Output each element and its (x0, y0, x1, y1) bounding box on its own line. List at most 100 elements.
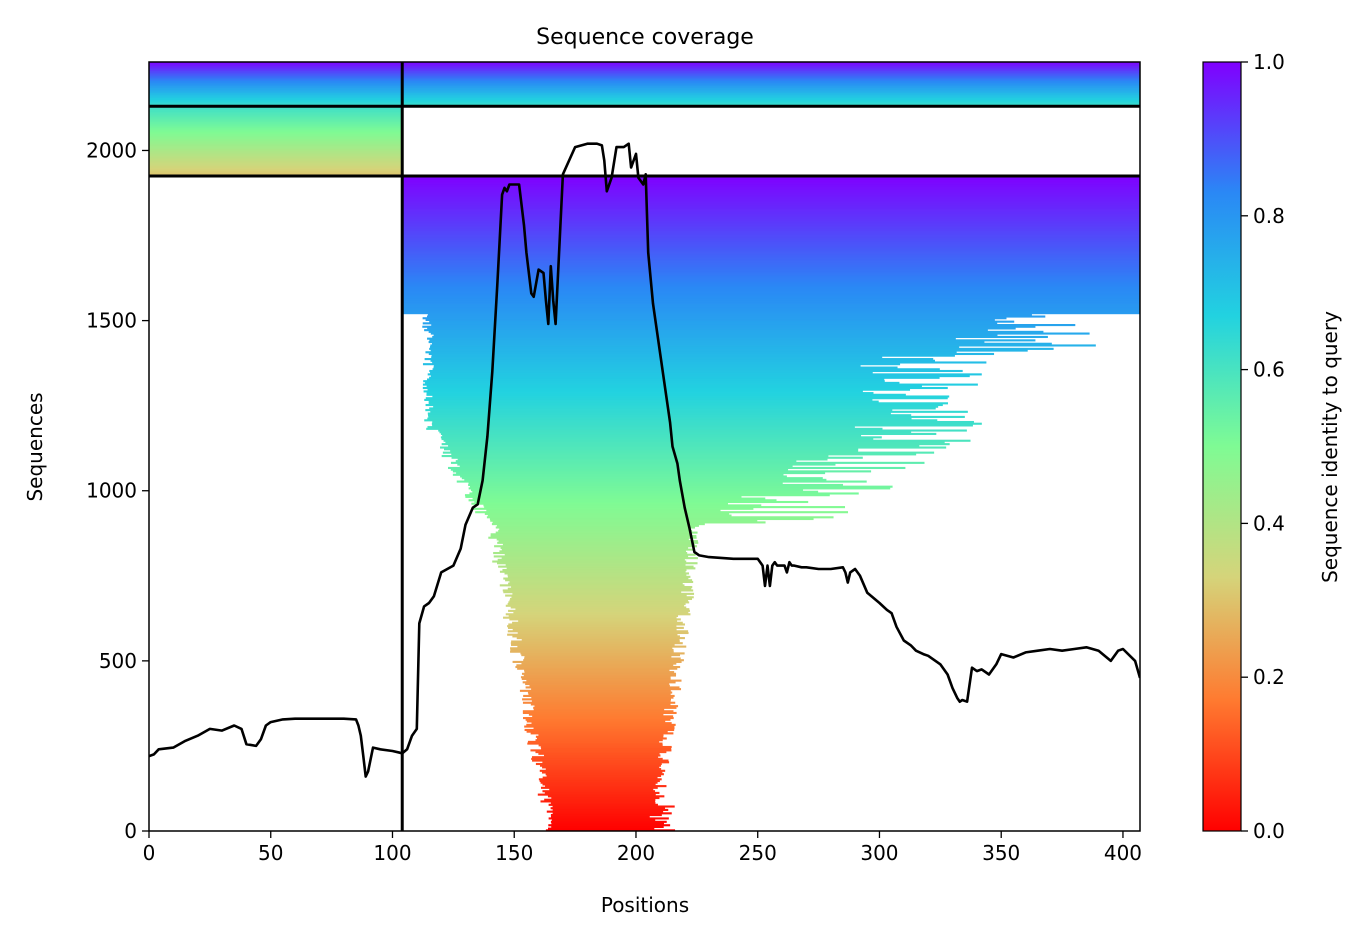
coverage-row (149, 116, 403, 119)
coverage-row (402, 233, 1140, 236)
colorbar-label: Sequence identity to query (1318, 311, 1342, 583)
coverage-row (149, 109, 403, 112)
coverage-row (402, 221, 1140, 225)
coverage-row (402, 257, 1140, 260)
coverage-row (545, 773, 664, 776)
coverage-row (402, 303, 1140, 306)
coverage-row (149, 155, 403, 158)
coverage-row (483, 504, 762, 507)
coverage-row (494, 545, 697, 548)
coverage-row (149, 133, 403, 136)
coverage-row (550, 807, 666, 810)
coverage-row (443, 448, 859, 451)
coverage-row (442, 434, 862, 437)
coverage-row (513, 611, 689, 614)
coverage-row (149, 170, 403, 173)
coverage-row (428, 352, 995, 356)
coverage-row (505, 604, 685, 607)
coverage-row (506, 567, 696, 570)
coverage-row (428, 402, 949, 405)
coverage-row (523, 694, 675, 697)
colorbar-tick-label: 1.0 (1253, 50, 1285, 74)
coverage-row (402, 276, 1140, 279)
coverage-row (402, 187, 1140, 190)
coverage-row (549, 788, 654, 791)
coverage-row (518, 620, 678, 623)
coverage-row (503, 591, 682, 594)
coverage-row (521, 672, 677, 675)
coverage-row (430, 359, 935, 362)
coverage-row (149, 123, 403, 126)
coverage-row (502, 568, 687, 572)
coverage-row (452, 473, 784, 476)
coverage-row (490, 534, 697, 538)
coverage-row (402, 262, 1140, 265)
coverage-row (426, 427, 883, 430)
coverage-row (541, 771, 663, 774)
coverage-row (422, 383, 978, 386)
coverage-row (464, 478, 827, 481)
coverage-row (431, 422, 982, 425)
coverage-row (402, 306, 1140, 310)
coverage-row (516, 637, 685, 640)
coverage-row (149, 107, 403, 111)
coverage-row (529, 684, 670, 687)
coverage-row (507, 587, 692, 590)
coverage-row (507, 574, 687, 577)
coverage-row (550, 820, 667, 823)
coverage-row (511, 640, 680, 643)
coverage-row (523, 659, 684, 662)
coverage-row (433, 334, 998, 337)
x-axis-label: Positions (601, 893, 689, 917)
coverage-row (535, 739, 663, 742)
coverage-row (472, 497, 766, 500)
coverage-row (432, 335, 1048, 339)
y-tick-label: 500 (99, 649, 137, 673)
coverage-row (470, 489, 804, 492)
coverage-row (402, 288, 1140, 291)
coverage-row (429, 320, 1015, 323)
coverage-row (423, 390, 863, 393)
y-axis-label: Sequences (23, 392, 47, 501)
coverage-row (538, 778, 662, 781)
coverage-row (508, 609, 690, 612)
coverage-row (428, 400, 879, 403)
coverage-row (546, 810, 664, 813)
coverage-row (441, 443, 950, 446)
coverage-row (402, 182, 1140, 185)
coverage-row (433, 364, 861, 367)
coverage-row (149, 68, 1140, 71)
coverage-row (502, 543, 695, 546)
coverage-row (469, 492, 859, 495)
coverage-row (501, 548, 695, 551)
coverage-row (402, 301, 1140, 304)
coverage-row (510, 647, 673, 650)
coverage-row (551, 825, 664, 828)
coverage-row (503, 616, 677, 619)
coverage-row (507, 633, 678, 636)
coverage-row (541, 747, 672, 750)
coverage-row (471, 502, 728, 505)
coverage-row (402, 286, 1140, 289)
coverage-row (402, 194, 1140, 197)
coverage-row (439, 431, 912, 434)
coverage-row (425, 381, 900, 384)
coverage-row (526, 720, 666, 723)
coverage-row (402, 201, 1140, 204)
coverage-row (402, 291, 1140, 294)
coverage-row (440, 436, 882, 439)
coverage-row (542, 766, 660, 769)
coverage-row (540, 800, 656, 803)
coverage-row (149, 119, 403, 122)
coverage-row (402, 293, 1140, 296)
coverage-row (508, 614, 679, 618)
coverage-row (510, 650, 674, 653)
coverage-row (542, 790, 656, 793)
coverage-row (510, 642, 683, 645)
coverage-row (402, 284, 1140, 287)
coverage-row (149, 145, 403, 148)
coverage-row (456, 480, 867, 483)
coverage-row (431, 356, 883, 359)
coverage-row (424, 329, 988, 332)
x-tick-label: 400 (1104, 841, 1142, 865)
